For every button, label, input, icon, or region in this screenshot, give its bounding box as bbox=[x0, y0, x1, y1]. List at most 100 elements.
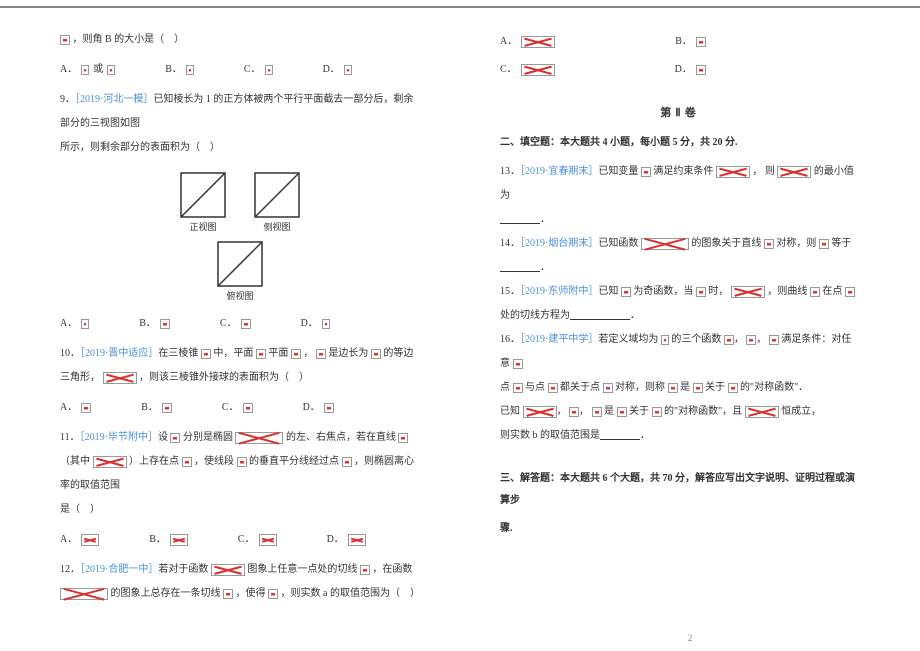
q10-t5: 是边长为 bbox=[328, 348, 368, 359]
placeholder-icon bbox=[60, 588, 108, 600]
placeholder-icon bbox=[746, 335, 756, 345]
placeholder-icon bbox=[693, 383, 703, 393]
placeholder-icon bbox=[81, 65, 89, 75]
q14-line: 14．［2019·烟台期末］已知函数 的图象关于直线 对称，则 等于 bbox=[500, 232, 860, 256]
opt-d: D． bbox=[323, 56, 352, 84]
placeholder-icon bbox=[523, 406, 557, 418]
placeholder-icon bbox=[291, 349, 301, 359]
placeholder-icon bbox=[322, 319, 330, 329]
q12-options-row1: A． B． bbox=[500, 28, 860, 56]
opt-b: B． bbox=[675, 28, 706, 56]
placeholder-icon bbox=[521, 64, 555, 76]
triangle-icon bbox=[254, 172, 300, 218]
placeholder-icon bbox=[81, 403, 91, 413]
placeholder-icon bbox=[371, 349, 381, 359]
q15-tag: ［2019·东师附中］ bbox=[520, 286, 598, 297]
q9-line1: 9．［2019·河北一模］已知棱长为 1 的正方体被两个平行平面截去一部分后，剩… bbox=[60, 88, 420, 136]
opt-a: A． bbox=[60, 526, 99, 554]
placeholder-icon bbox=[548, 383, 558, 393]
q12-line2: 的图象上总存在一条切线 ，使得 ，则实数 a 的取值范围为（ ） bbox=[60, 582, 420, 606]
placeholder-icon bbox=[162, 403, 172, 413]
q11-line1: 11．［2019·毕节附中］设 分别是椭圆 的左、右焦点，若在直线 bbox=[60, 426, 420, 450]
page-number: 2 bbox=[688, 633, 693, 643]
q11-t5: ）上存在点 bbox=[129, 456, 179, 467]
placeholder-icon bbox=[243, 403, 253, 413]
q16-t4: ， bbox=[756, 334, 766, 345]
diagram-row-1: 正视图 侧视图 bbox=[60, 172, 420, 233]
right-column: A． B． C． D． 第Ⅱ卷 二、填空题：本大题共 4 小题，每小题 5 分，… bbox=[460, 0, 920, 651]
placeholder-icon bbox=[769, 335, 779, 345]
q11-t6: ，使线段 bbox=[194, 456, 234, 467]
diagram-label-side: 侧视图 bbox=[263, 220, 290, 233]
placeholder-icon bbox=[641, 238, 689, 250]
placeholder-icon bbox=[342, 457, 352, 467]
opt-d: D． bbox=[301, 310, 330, 338]
placeholder-icon bbox=[107, 65, 115, 75]
placeholder-icon bbox=[223, 589, 233, 599]
q16-t18: 的"对称函数"，且 bbox=[664, 406, 742, 417]
q10-t2: 中，平面 bbox=[213, 348, 253, 359]
q15-period: ． bbox=[630, 310, 640, 321]
placeholder-icon bbox=[241, 319, 251, 329]
fill-heading: 二、填空题：本大题共 4 小题，每小题 5 分，共 20 分. bbox=[500, 132, 860, 154]
placeholder-icon bbox=[845, 287, 855, 297]
opt-c: C． bbox=[500, 56, 555, 84]
q11-line3: 是（ ） bbox=[60, 498, 420, 522]
q16-tag: ［2019·建平中学］ bbox=[520, 334, 598, 345]
q8-tail: ，则角 B 的大小是（ ） bbox=[60, 28, 420, 52]
opt-a-text: 或 bbox=[93, 56, 103, 84]
q11-t7: 的垂直平分线经过点 bbox=[249, 456, 339, 467]
q11-t3: 的左、右焦点，若在直线 bbox=[286, 432, 396, 443]
placeholder-icon bbox=[259, 534, 277, 546]
q12-t2: 图象上任意一点处的切线 bbox=[247, 564, 357, 575]
q10-t6: 的等边 bbox=[383, 348, 413, 359]
placeholder-icon bbox=[641, 167, 651, 177]
diagram-label-front: 正视图 bbox=[189, 220, 216, 233]
opt-a: A． bbox=[60, 310, 89, 338]
q10-tag: ［2019·晋中适应］ bbox=[80, 348, 158, 359]
placeholder-icon bbox=[652, 407, 662, 417]
placeholder-icon bbox=[621, 287, 631, 297]
q15-t3: 时， bbox=[708, 286, 728, 297]
placeholder-icon bbox=[661, 335, 669, 345]
q13-t1: 已知变量 bbox=[598, 166, 638, 177]
placeholder-icon bbox=[569, 407, 579, 417]
q12-tag: ［2019·合肥一中］ bbox=[80, 564, 158, 575]
q16-line2: 点 与点 都关于点 对称，则称 是 关于 的"对称函数"． bbox=[500, 376, 860, 400]
q16-t12: 的"对称函数"． bbox=[740, 382, 808, 393]
left-column: ，则角 B 的大小是（ ） A．或 B． C． D． 9．［2019·河北一模］… bbox=[0, 0, 460, 651]
placeholder-icon bbox=[324, 403, 334, 413]
q9-line2: 所示，则剩余部分的表面积为（ ） bbox=[60, 136, 420, 160]
q15-line: 15．［2019·东师附中］已知 为奇函数，当 时， ，则曲线 在点 bbox=[500, 280, 860, 304]
q14-tag: ［2019·烟台期末］ bbox=[520, 238, 598, 249]
q16-t13: 已知 bbox=[500, 406, 520, 417]
q16-t15: ， bbox=[579, 406, 589, 417]
placeholder-icon bbox=[724, 335, 734, 345]
q13-t3: ， 则 bbox=[752, 166, 775, 177]
opt-a: A．或 bbox=[60, 56, 115, 84]
opt-b: B． bbox=[149, 526, 188, 554]
placeholder-icon bbox=[237, 457, 247, 467]
q16-line4: 则实数 b 的取值范围是 ． bbox=[500, 424, 860, 448]
q12-options-row2: C． D． bbox=[500, 56, 860, 84]
opt-c: C． bbox=[238, 526, 277, 554]
opt-c: C． bbox=[222, 394, 253, 422]
opt-a: A． bbox=[500, 28, 555, 56]
q9-options: A． B． C． D． bbox=[60, 310, 420, 338]
q15-t5: 在点 bbox=[822, 286, 842, 297]
diagram-label-top: 俯视图 bbox=[226, 289, 253, 302]
q13-tag: ［2019·宜春期末］ bbox=[520, 166, 598, 177]
q16-t6: 点 bbox=[500, 382, 510, 393]
q12-t5: ，使得 bbox=[236, 588, 266, 599]
q10-options: A． B． C． D． bbox=[60, 394, 420, 422]
q10-t4: ， bbox=[303, 348, 313, 359]
placeholder-icon bbox=[160, 319, 170, 329]
placeholder-icon bbox=[93, 456, 127, 468]
placeholder-icon bbox=[819, 239, 829, 249]
placeholder-icon bbox=[81, 534, 99, 546]
q16-t14: ， bbox=[557, 406, 567, 417]
q14-t2: 的图象关于直线 bbox=[691, 238, 761, 249]
placeholder-icon bbox=[186, 65, 194, 75]
q14-t1: 已知函数 bbox=[598, 238, 638, 249]
q15-line2: 处的切线方程为 ． bbox=[500, 304, 860, 328]
